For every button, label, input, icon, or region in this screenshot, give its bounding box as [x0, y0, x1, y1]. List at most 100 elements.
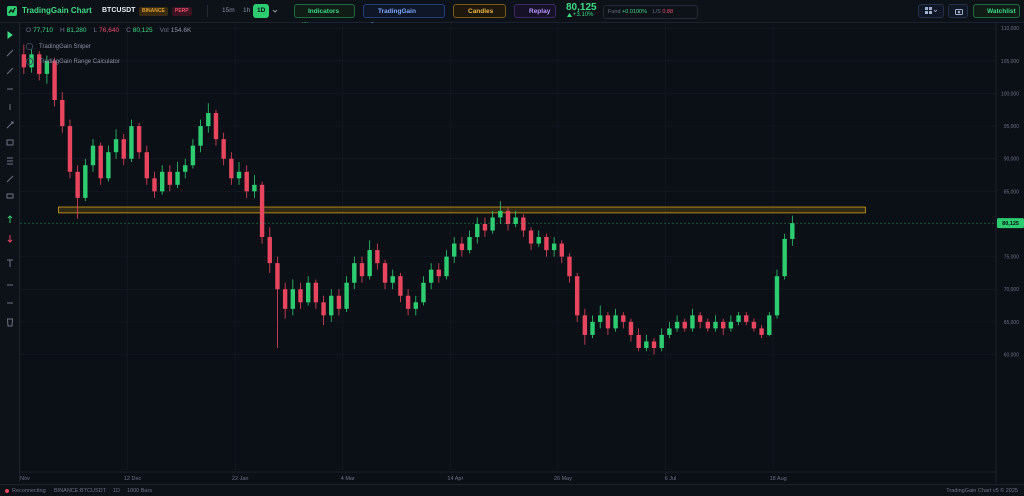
fib-tool[interactable]: [7, 157, 13, 165]
trash-tool[interactable]: [6, 318, 14, 327]
candle-body: [90, 145, 96, 166]
candle-body: [505, 210, 511, 224]
x-tick-label: 4 Mar: [341, 476, 355, 482]
candle-body: [490, 217, 495, 231]
candle-body: [598, 315, 603, 322]
candle-body: [298, 289, 303, 303]
x-tick-label: 18 Aug: [770, 476, 787, 482]
candle-body: [159, 171, 165, 192]
indicators-button[interactable]: Indicators (2): [294, 4, 355, 29]
candle-body: [329, 295, 334, 316]
cursor-tool[interactable]: [7, 31, 13, 39]
indicator-row: TradingGain Sniper: [26, 40, 120, 55]
indicator-name: TradingGain Sniper: [39, 44, 91, 50]
watchlist-button[interactable]: Watchlist: [973, 4, 1020, 18]
candle-body: [267, 237, 272, 264]
last-price-tag-label: 80,125: [1002, 221, 1019, 227]
chart-background: [20, 23, 1024, 484]
candle-body: [436, 269, 442, 277]
y-tick-label: 60,000: [1004, 352, 1020, 358]
candle-body: [728, 321, 734, 329]
long-tool[interactable]: [7, 215, 13, 223]
legend-key: O: [26, 27, 32, 34]
measure-tool[interactable]: [6, 193, 14, 199]
candle-body: [590, 321, 595, 335]
ls-value: 0.88: [662, 9, 674, 15]
candle-body: [513, 217, 518, 224]
candle-body: [206, 113, 211, 127]
candle-body: [75, 171, 80, 198]
trendline-tool[interactable]: [6, 49, 14, 57]
candle-body: [421, 282, 426, 303]
candle-body: [129, 126, 134, 159]
candle-body: [567, 256, 572, 277]
arrow-tool[interactable]: [6, 121, 14, 129]
timeframe-button[interactable]: 1h: [243, 7, 251, 14]
candle-body: [682, 321, 687, 329]
candles-button[interactable]: Candles: [453, 4, 506, 18]
status-interval: 1D: [113, 488, 121, 494]
candle-body: [636, 334, 641, 348]
candle-body: [390, 276, 395, 283]
short-tool[interactable]: [7, 235, 13, 243]
legend-value: 80,125: [132, 27, 153, 34]
candle-body: [459, 243, 465, 251]
candle-body: [290, 289, 296, 309]
candle-body: [305, 282, 311, 303]
candle-body: [482, 223, 488, 231]
candle-body: [121, 139, 126, 159]
timeframe-button[interactable]: 1D: [253, 4, 270, 18]
candle-body: [605, 315, 611, 329]
watchlist-label: Watchlist: [987, 8, 1016, 15]
rect-tool[interactable]: [6, 139, 14, 146]
funding-label: Fund: [608, 9, 621, 15]
candles-label: Candles: [468, 8, 494, 15]
candle-body: [113, 139, 119, 153]
candles: [20, 44, 996, 355]
symbol[interactable]: BTCUSDT: [102, 7, 136, 14]
scanner-button[interactable]: TradingGain Scanner: [363, 4, 445, 29]
candle-body: [398, 276, 403, 296]
candle-body: [582, 315, 588, 335]
connection-dot: [5, 489, 9, 493]
candle-body: [352, 263, 357, 283]
candle-body: [244, 171, 249, 192]
dropdown-icon[interactable]: [272, 8, 278, 14]
candle-body: [21, 54, 27, 68]
candle-body: [444, 256, 449, 277]
up-arrow: [567, 13, 572, 17]
camera-icon: [955, 9, 963, 15]
candle-body: [705, 321, 711, 329]
brush-tool[interactable]: [6, 175, 14, 183]
candle-body: [60, 100, 65, 127]
candle-body: [67, 126, 73, 172]
candle-body: [720, 321, 726, 329]
layout-button[interactable]: [918, 4, 944, 18]
legend-value: 154.6K: [170, 27, 192, 34]
candle-body: [198, 126, 203, 146]
layout-icon: [925, 7, 938, 14]
candle-body: [528, 230, 534, 244]
y-tick-label: 90,000: [1004, 157, 1020, 163]
ls-label: L/S: [652, 9, 661, 15]
y-tick-label: 105,000: [1001, 59, 1019, 65]
text-tool[interactable]: [7, 259, 13, 267]
y-tick-label: 65,000: [1004, 320, 1020, 326]
replay-button[interactable]: Replay: [514, 4, 556, 18]
legend-value: 76,640: [99, 27, 120, 34]
candle-body: [183, 165, 188, 172]
candle-body: [136, 126, 142, 153]
timeframe-button[interactable]: 15m: [222, 7, 235, 14]
candle-body: [713, 321, 718, 329]
candle-body: [751, 321, 757, 329]
x-tick-label: 26 May: [554, 476, 572, 482]
candle-body: [321, 302, 326, 316]
status-bar: Reconnecting BINANCE:BTCUSDT 1D 1000 Bar…: [0, 484, 1024, 496]
screenshot-button[interactable]: [948, 4, 968, 18]
ray-tool[interactable]: [6, 67, 14, 75]
candle-body: [613, 315, 618, 329]
candle-body: [551, 243, 557, 251]
candle-body: [382, 263, 388, 283]
candle-body: [175, 171, 180, 185]
grid: [20, 23, 996, 470]
